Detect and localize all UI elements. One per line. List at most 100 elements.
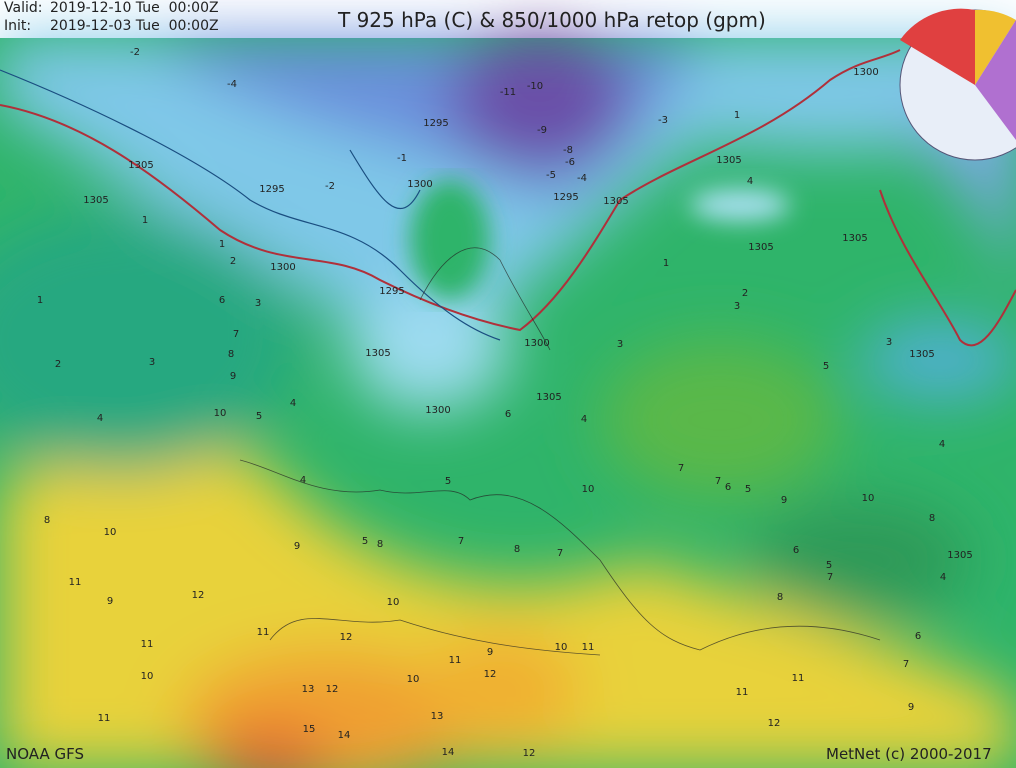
contour-label: 1295 — [379, 286, 404, 297]
contour-label: 7 — [678, 463, 684, 474]
contour-label: 1 — [142, 215, 148, 226]
contour-label: 1 — [37, 295, 43, 306]
contour-label: 1305 — [947, 550, 972, 561]
credit: MetNet (c) 2000-2017 — [826, 745, 992, 763]
contour-label: -2 — [130, 47, 140, 58]
contour-label: 5 — [745, 484, 751, 495]
contour-label: 11 — [98, 713, 111, 724]
contour-label: 3 — [734, 301, 740, 312]
contour-label: 1305 — [909, 349, 934, 360]
contour-label: 7 — [827, 572, 833, 583]
temperature-field — [0, 30, 1016, 768]
contour-label: 6 — [505, 409, 511, 420]
valid-label: Valid: — [4, 0, 43, 16]
contour-label: 9 — [294, 541, 300, 552]
contour-label: 11 — [141, 639, 154, 650]
contour-label: 3 — [886, 337, 892, 348]
contour-label: 10 — [862, 493, 875, 504]
contour-label: 1300 — [270, 262, 295, 273]
contour-label: 8 — [514, 544, 520, 555]
contour-label: -6 — [565, 157, 575, 168]
contour-label: 1295 — [553, 192, 578, 203]
contour-label: 1305 — [128, 160, 153, 171]
contour-label: 1 — [734, 110, 740, 121]
contour-label: 11 — [582, 642, 595, 653]
contour-label: 1305 — [83, 195, 108, 206]
contour-label: 7 — [458, 536, 464, 547]
contour-label: 7 — [903, 659, 909, 670]
contour-label: 1300 — [853, 67, 878, 78]
contour-label: 4 — [940, 572, 946, 583]
valid-time: 2019-12-10 Tue 00:00Z — [50, 0, 219, 16]
contour-label: 15 — [303, 724, 316, 735]
contour-label: 4 — [290, 398, 296, 409]
contour-label: 7 — [557, 548, 563, 559]
contour-label: 2 — [230, 256, 236, 267]
contour-label: -1 — [397, 153, 407, 164]
contour-label: 6 — [915, 631, 921, 642]
contour-label: 12 — [340, 632, 353, 643]
contour-label: 8 — [377, 539, 383, 550]
map-title: T 925 hPa (C) & 850/1000 hPa retop (gpm) — [338, 8, 766, 32]
contour-label: 8 — [777, 592, 783, 603]
contour-label: 11 — [257, 627, 270, 638]
contour-label: 9 — [107, 596, 113, 607]
contour-label: 1305 — [603, 196, 628, 207]
contour-label: 10 — [214, 408, 227, 419]
contour-label: -4 — [577, 173, 587, 184]
contour-label: 5 — [826, 560, 832, 571]
model-name: NOAA GFS — [6, 745, 84, 763]
contour-label: 1305 — [536, 392, 561, 403]
contour-label: 14 — [338, 730, 351, 741]
contour-label: 9 — [908, 702, 914, 713]
contour-label: 4 — [747, 176, 753, 187]
contour-label: 1295 — [423, 118, 448, 129]
contour-label: 10 — [387, 597, 400, 608]
contour-label: -9 — [537, 125, 547, 136]
contour-label: 14 — [442, 747, 455, 758]
contour-label: 5 — [256, 411, 262, 422]
contour-label: 5 — [823, 361, 829, 372]
contour-label: 12 — [326, 684, 339, 695]
contour-label: 6 — [793, 545, 799, 556]
color-legend-wheel — [899, 8, 1016, 161]
contour-label: 12 — [484, 669, 497, 680]
contour-label: 9 — [487, 647, 493, 658]
contour-label: 1305 — [365, 348, 390, 359]
contour-label: 4 — [300, 475, 306, 486]
contour-label: 8 — [228, 349, 234, 360]
contour-label: 13 — [302, 684, 315, 695]
contour-label: 5 — [445, 476, 451, 487]
contour-label: 10 — [555, 642, 568, 653]
contour-label: 6 — [725, 482, 731, 493]
contour-label: 10 — [582, 484, 595, 495]
contour-label: 8 — [929, 513, 935, 524]
contour-label: 10 — [407, 674, 420, 685]
contour-label: -8 — [563, 145, 573, 156]
contour-label: -5 — [546, 170, 556, 181]
contour — [0, 69, 501, 341]
contour-label: 10 — [141, 671, 154, 682]
contour-label: -4 — [227, 79, 237, 90]
contour-label: 8 — [44, 515, 50, 526]
contour-label: 9 — [230, 371, 236, 382]
contour-label: 2 — [55, 359, 61, 370]
contour-label: 4 — [97, 413, 103, 424]
contour-label: 5 — [362, 536, 368, 547]
contour-label: -11 — [500, 87, 516, 98]
contour-label: -2 — [325, 181, 335, 192]
contour-label: 10 — [104, 527, 117, 538]
contour-label: 12 — [768, 718, 781, 729]
contour-label: 7 — [233, 329, 239, 340]
contour-label: 11 — [449, 655, 462, 666]
contour-label: 11 — [69, 577, 82, 588]
contour-label: 1 — [663, 258, 669, 269]
init-label: Init: — [4, 18, 32, 34]
contour-label: 11 — [736, 687, 749, 698]
contour-label: 12 — [523, 748, 536, 759]
contour-label: 9 — [781, 495, 787, 506]
contour-label: 6 — [219, 295, 225, 306]
contour-label: -3 — [658, 115, 668, 126]
